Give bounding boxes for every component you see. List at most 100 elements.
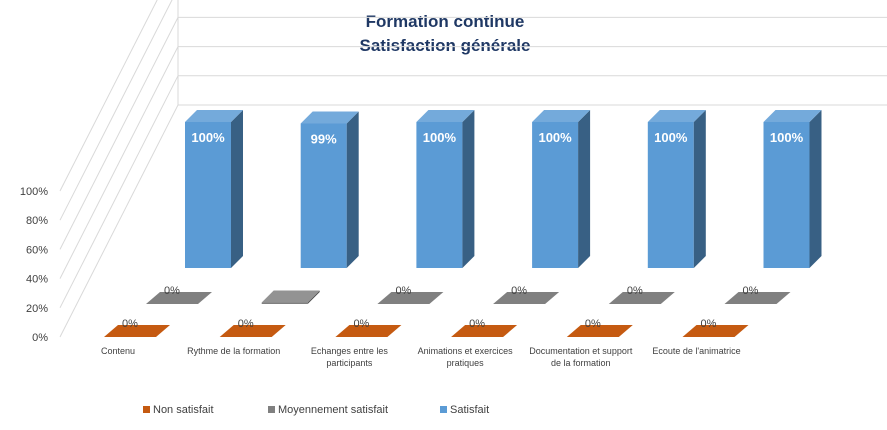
bar-side (693, 110, 706, 268)
data-label: 1% (275, 311, 294, 326)
bar-2-2: 100% (416, 110, 475, 268)
gridline (59, 46, 179, 279)
bar-side (346, 111, 359, 269)
bar-flat (377, 292, 444, 304)
bar-0-2: 0% (335, 318, 402, 337)
legend-label: Satisfait (450, 404, 489, 416)
bar-0-3: 0% (451, 318, 518, 337)
bar-top (300, 111, 359, 124)
category-label: Ecoute de l'animatrice (652, 346, 740, 356)
bar-1-1: 1% (261, 290, 320, 326)
data-label: 0% (585, 318, 601, 330)
gridline (59, 104, 179, 338)
bar-flat (104, 325, 170, 337)
y-axis-ticks: 0% 20% 40% 60% 80% 100% (20, 186, 48, 344)
y-tick-label: 0% (32, 332, 48, 344)
bar-side (307, 290, 320, 304)
y-tick-label: 100% (20, 186, 48, 198)
gridlines (59, 0, 887, 338)
bar-top (763, 110, 822, 122)
chart-title: Formation continue (366, 12, 525, 31)
y-tick-label: 20% (26, 303, 48, 315)
data-label: 0% (122, 318, 138, 330)
gridline (59, 17, 179, 250)
data-label: 0% (511, 285, 527, 297)
bar-1-0: 0% (146, 285, 212, 304)
bar-2-0: 100% (185, 110, 243, 268)
legend-swatch (143, 406, 150, 413)
bar-front (261, 302, 308, 304)
category-label: Animations et exercices pratiques (418, 346, 514, 368)
bar-0-5: 0% (682, 318, 749, 337)
data-label: 0% (238, 318, 254, 330)
data-label: 0% (627, 285, 643, 297)
bar-front (185, 122, 231, 268)
bar-front (647, 122, 694, 268)
bar-flat (682, 325, 749, 337)
legend-swatch (268, 406, 275, 413)
bar-2-5: 100% (763, 110, 822, 268)
bar-flat (451, 325, 518, 337)
y-tick-label: 40% (26, 274, 48, 286)
bars: 100% 99% 100% 100% 100% 100% 0% 1% 0% 0% 0% 0% 0% 0% 0… (104, 110, 822, 337)
bar-top (261, 290, 320, 303)
bar-flat (608, 292, 675, 304)
bar-0-4: 0% (566, 318, 633, 337)
bar-flat (566, 325, 633, 337)
data-label: 0% (395, 285, 411, 297)
data-label: 100% (423, 130, 457, 145)
bar-1-4: 0% (608, 285, 675, 304)
legend-item: Moyennement satisfait (268, 404, 388, 416)
bar-flat (335, 325, 402, 337)
legend: Non satisfait Moyennement satisfait Satisf… (143, 404, 489, 416)
legend-label: Non satisfait (153, 404, 214, 416)
gridline (59, 0, 173, 221)
bar-2-1: 99% (300, 111, 359, 269)
category-labels: Contenu Rythme de la formation Echanges en… (101, 346, 741, 368)
legend-item: Satisfait (440, 404, 489, 416)
bar-front (763, 122, 810, 268)
bar-flat (493, 292, 560, 304)
chart-subtitle: Satisfaction générale (359, 36, 530, 55)
data-label: 100% (654, 130, 688, 145)
legend-item: Non satisfait (143, 404, 214, 416)
legend-swatch (440, 406, 447, 413)
data-label: 100% (538, 130, 572, 145)
bar-1-5: 0% (724, 285, 791, 304)
bar-2-4: 100% (647, 110, 706, 268)
bar-1-3: 0% (493, 285, 560, 304)
category-label: Documentation et support de la formation (529, 346, 633, 368)
data-label: 0% (469, 318, 485, 330)
bar-top (532, 110, 591, 122)
data-label: 100% (191, 130, 225, 145)
bar-side (578, 110, 591, 268)
bar-1-2: 0% (377, 285, 444, 304)
bar-flat (724, 292, 791, 304)
data-label: 0% (164, 285, 180, 297)
category-label: Echanges entre les participants (311, 346, 389, 368)
data-label: 0% (353, 318, 369, 330)
bar-front (300, 123, 347, 269)
bar-side (809, 110, 822, 268)
data-label: 0% (701, 318, 717, 330)
y-tick-label: 80% (26, 215, 48, 227)
bar-0-0: 0% (104, 318, 170, 337)
bar-front (416, 122, 463, 268)
bar-flat (146, 292, 212, 304)
bar-top (647, 110, 706, 122)
bar-front (532, 122, 579, 268)
bar-side (462, 110, 475, 268)
y-tick-label: 60% (26, 244, 48, 256)
bar-flat (219, 325, 286, 337)
bar-2-3: 100% (532, 110, 591, 268)
gridline (59, 0, 158, 192)
gridline (59, 75, 179, 309)
legend-label: Moyennement satisfait (278, 404, 388, 416)
data-label: 0% (743, 285, 759, 297)
data-label: 99% (311, 131, 337, 146)
bar-0-1: 0% (219, 318, 286, 337)
category-label: Contenu (101, 346, 135, 356)
category-label: Rythme de la formation (187, 346, 280, 356)
